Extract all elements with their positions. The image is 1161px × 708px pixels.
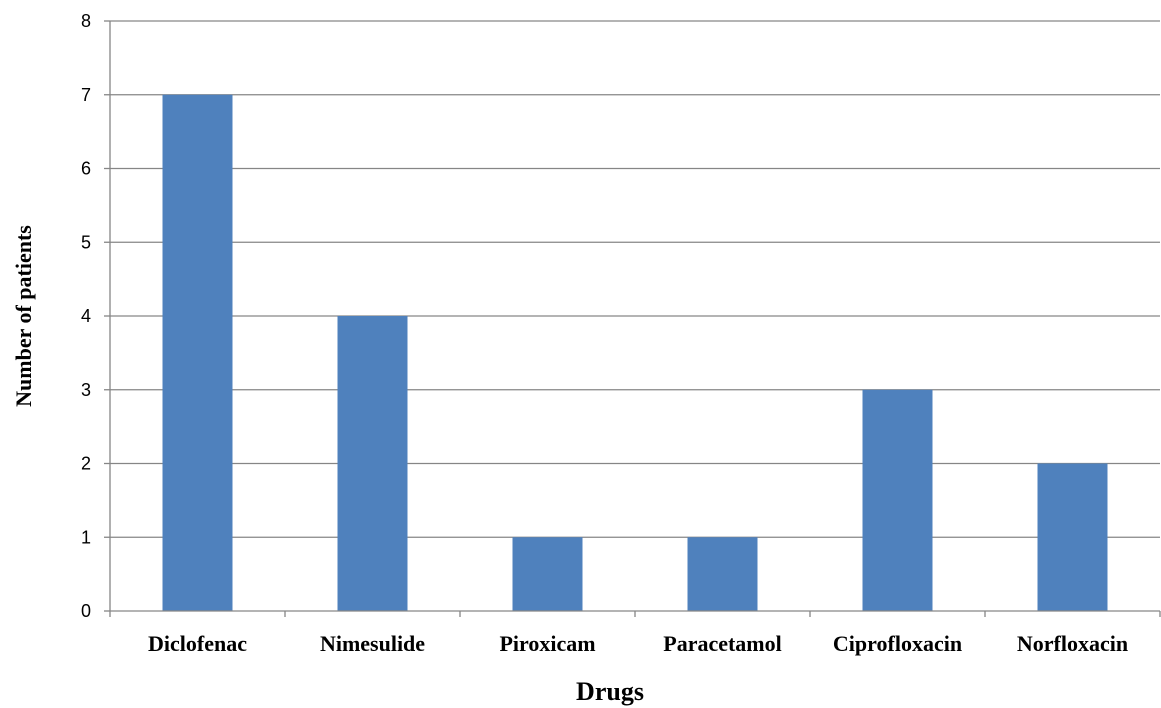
bar-ciprofloxacin [862,389,933,611]
y-tick-label: 3 [81,380,91,400]
x-category-label: Nimesulide [320,631,425,656]
x-category-label: Ciprofloxacin [833,631,962,656]
x-category-label: Norfloxacin [1017,631,1128,656]
x-axis-title: Drugs [576,677,644,706]
bars [162,94,1108,611]
y-tick-label: 1 [81,527,91,547]
y-axis-title: Number of patients [11,225,36,407]
y-tick-label: 6 [81,159,91,179]
x-category-label: Paracetamol [663,631,782,656]
gridlines [110,20,1160,538]
y-tick-label: 4 [81,306,91,326]
y-tick-label: 8 [81,11,91,31]
y-tick-label: 7 [81,85,91,105]
bar-piroxicam [512,537,583,611]
y-tick-labels: 0 1 2 3 4 5 6 7 8 [81,11,91,621]
y-tick-label: 0 [81,601,91,621]
bar-paracetamol [687,537,758,611]
axes [104,20,1161,617]
x-category-label: Piroxicam [499,631,595,656]
bar-nimesulide [337,316,408,611]
x-category-label: Diclofenac [148,631,247,656]
bar-norfloxacin [1037,463,1108,611]
x-category-labels: Diclofenac Nimesulide Piroxicam Paracetamol… [148,631,1128,656]
bar-diclofenac [162,94,233,611]
y-tick-label: 5 [81,232,91,252]
y-tick-label: 2 [81,454,91,474]
